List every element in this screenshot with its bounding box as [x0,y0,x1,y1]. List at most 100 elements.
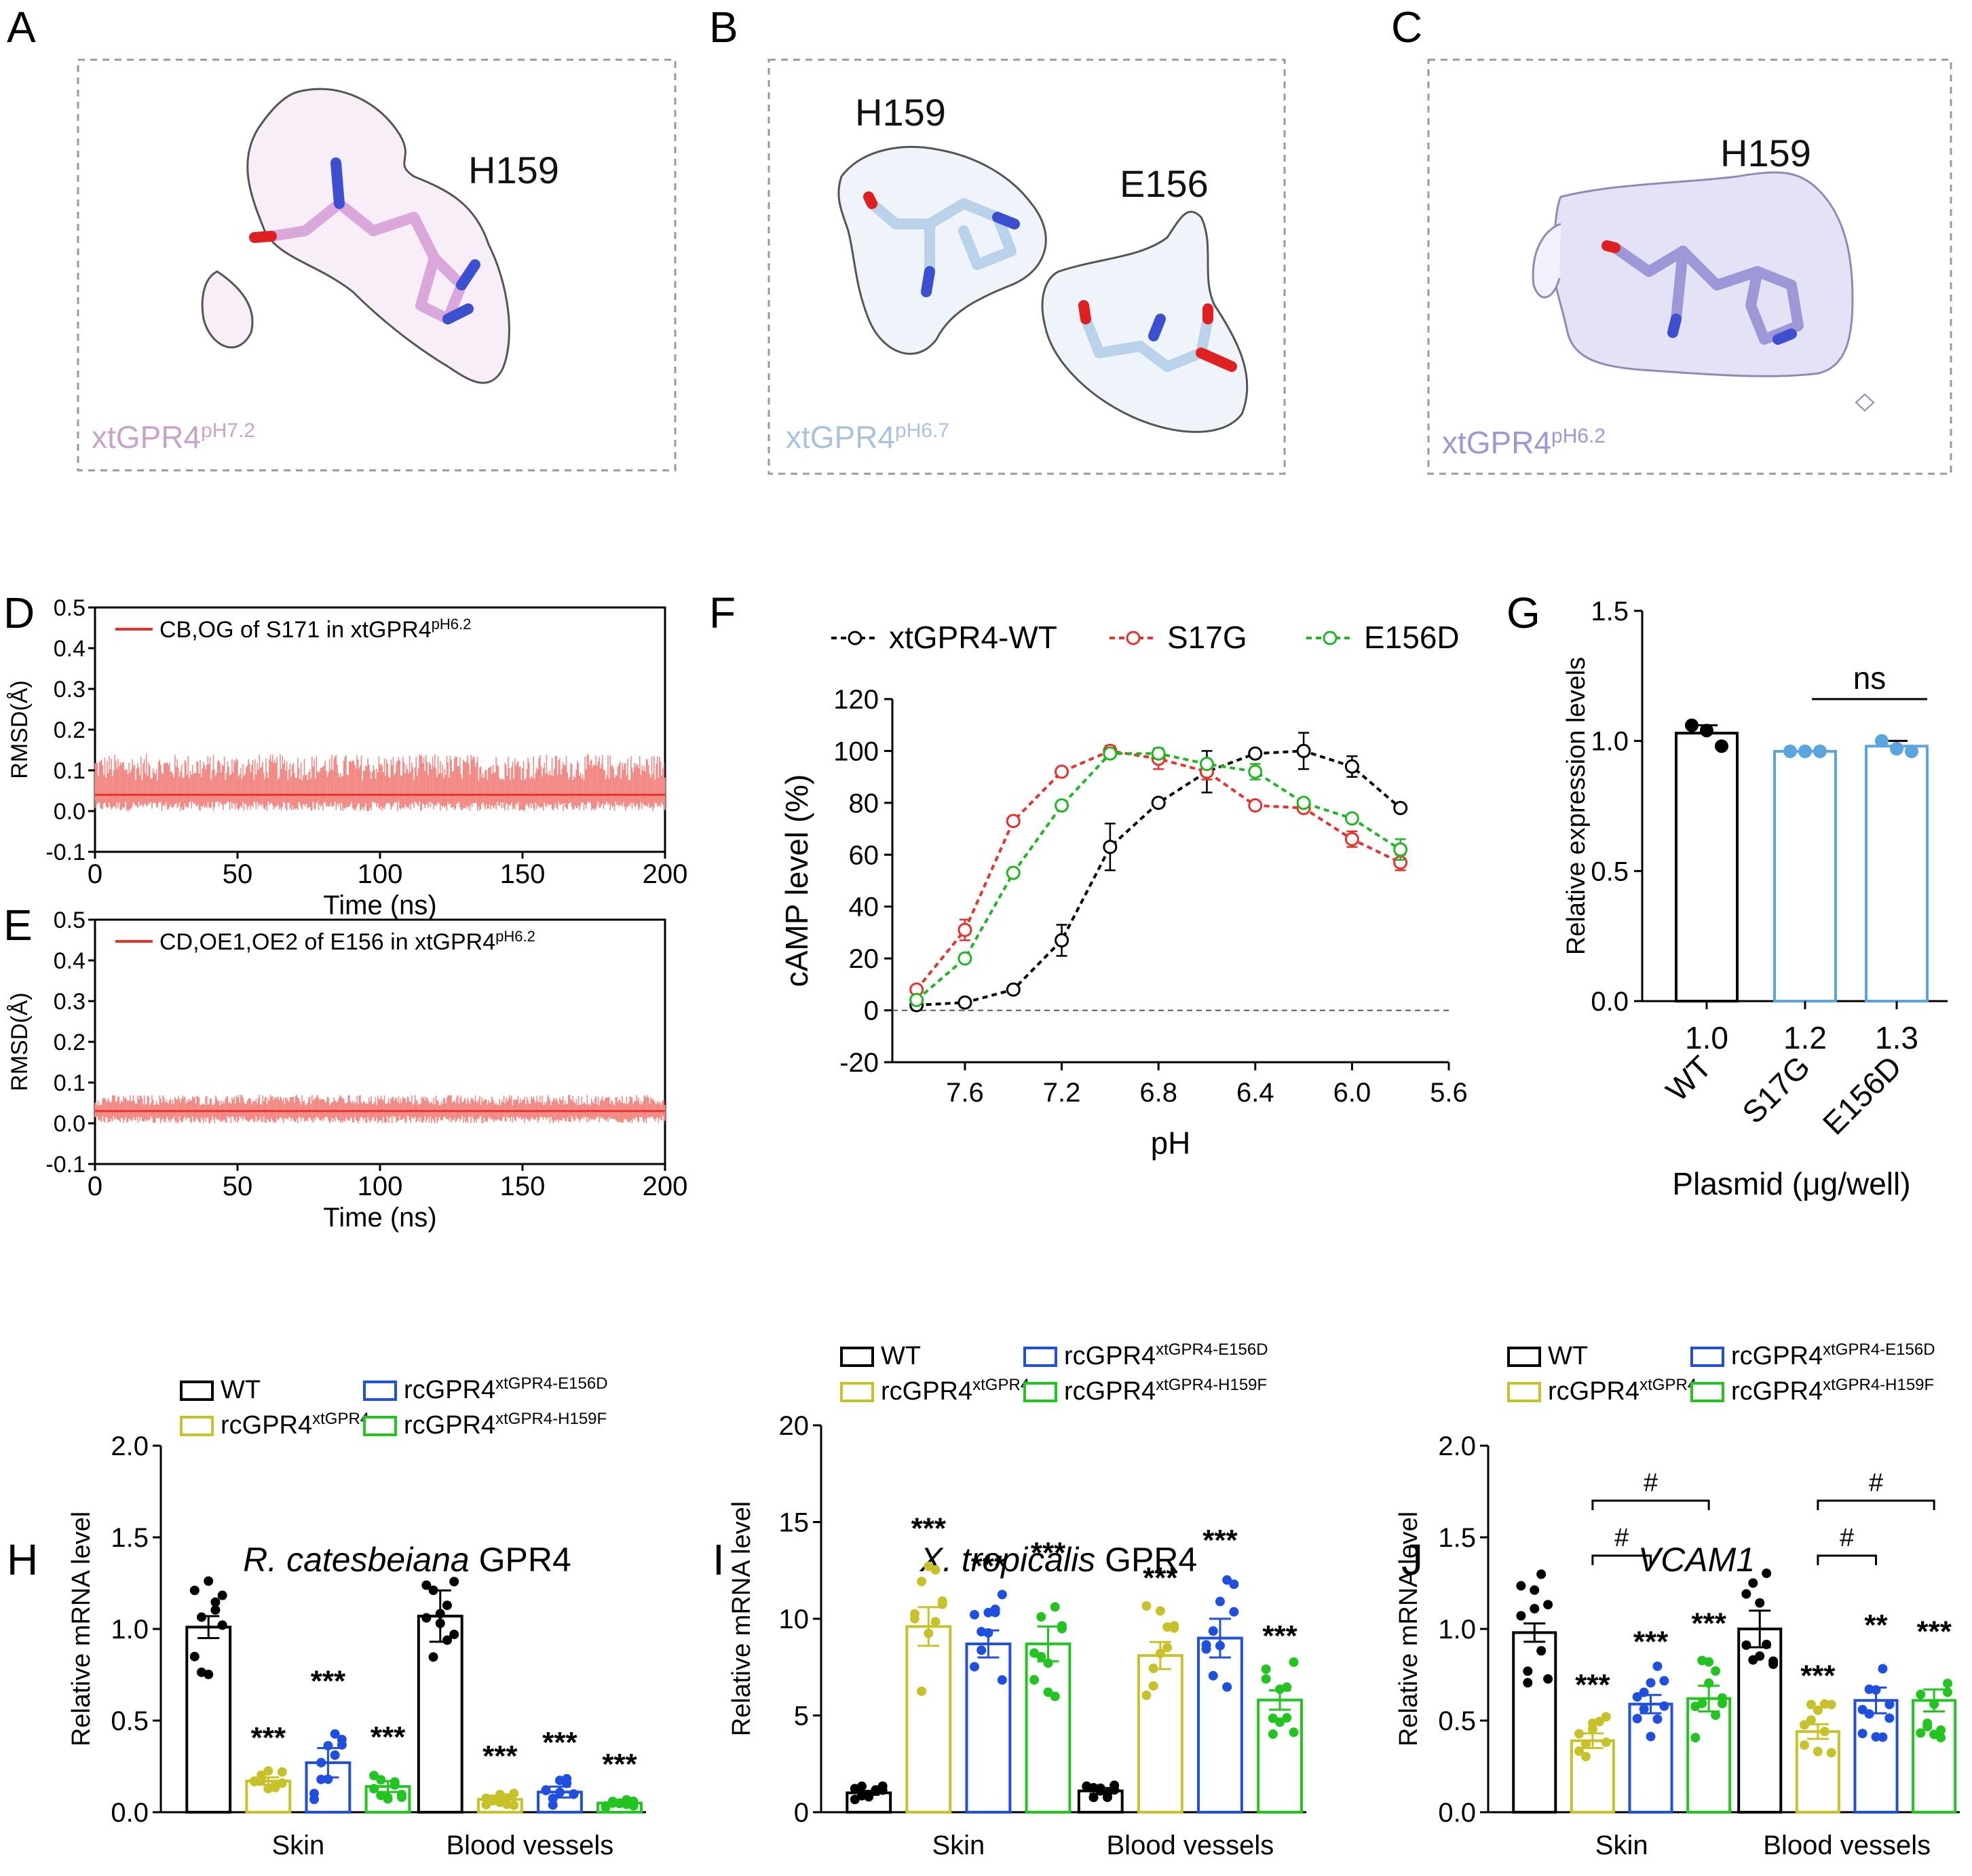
data-point [909,992,924,1007]
y-tick-label: 0.2 [54,717,86,743]
data-point [376,1775,386,1785]
data-point [1580,1751,1591,1761]
data-point [1148,1664,1158,1674]
data-point [1798,745,1812,758]
data-point [1169,1623,1179,1633]
comparison-bracket [1591,1554,1652,1565]
data-point [1762,1639,1772,1649]
data-point [217,1590,227,1600]
data-point [1929,1699,1939,1709]
data-point [1248,798,1263,813]
significance-label: ** [1864,1609,1888,1642]
y-tick-label: 0 [794,1798,809,1828]
data-point [1055,933,1069,948]
data-point [569,1789,579,1799]
significance-label: *** [1031,1536,1066,1569]
x-tick-label: 100 [358,1171,403,1201]
data-point [197,1612,207,1622]
data-point [1050,1602,1060,1612]
chart-h-rc-gpr4: H R. catesbeiana GPR4 0.0 0.5 1.0 1.5 2.0 Relat… [7,1374,646,1860]
data-point [442,1600,452,1611]
data-point [1700,724,1713,738]
panel-letter-a: A [7,3,36,52]
legend-marker [1126,631,1141,645]
data-point [449,1577,459,1587]
diamond-marker [1855,393,1875,412]
panel-a-frame [77,58,677,472]
data-point [562,1778,572,1788]
category-label: WT [1659,1049,1718,1108]
data-point [1819,1727,1829,1737]
legend-swatch [840,1382,874,1402]
error-bar [917,1606,940,1647]
data-point [1296,795,1311,810]
data-point [1536,1569,1547,1579]
significance-label: *** [1800,1659,1836,1692]
data-point [383,1793,393,1803]
data-point [1282,1682,1292,1692]
y-tick-label: 0.0 [1438,1798,1476,1828]
data-point [1748,1578,1758,1588]
data-point [1826,1748,1836,1758]
y-tick-label: 1.5 [1591,597,1629,626]
data-point [1530,1604,1540,1614]
legend-label: rcGPR4xtGPR4-H159F [1731,1376,1934,1406]
data-point [1261,1664,1271,1674]
category-label: S17G [1735,1049,1817,1130]
data-point [1289,1727,1299,1738]
x-tick-label: 150 [500,859,546,889]
data-point [917,1577,927,1587]
data-point [1601,1738,1611,1748]
x-tick-label: 0 [88,1171,102,1201]
y-axis-label: RMSD(Å) [7,992,33,1091]
legend-label: rcGPR4xtGPR4 [1548,1376,1696,1406]
data-point [1151,795,1166,810]
x-tick-label: 200 [643,859,688,889]
data-point [1659,1676,1669,1686]
structure-label-b: xtGPR4pH6.7 [786,419,949,455]
data-point [857,1781,867,1791]
data-point [1741,1640,1751,1650]
x-tick-label: 7.6 [946,1078,984,1108]
data-point [1659,1701,1669,1711]
y-tick-label: 40 [849,893,879,922]
data-point [1268,1713,1278,1723]
legend-label: rcGPR4xtGPR4 [221,1410,369,1440]
data-point [488,1795,498,1805]
significance-label: *** [542,1726,577,1759]
significance-label: *** [911,1512,947,1545]
plot-frame [94,606,666,853]
data-point [1813,1705,1823,1715]
data-point [1690,1733,1701,1743]
data-point [1875,734,1889,748]
data-point [1006,982,1021,997]
data-point [1755,1598,1765,1608]
y-tick-label: 15 [779,1508,810,1538]
residue-label-c: H159 [1720,132,1811,174]
data-point [428,1586,438,1596]
data-point [1516,1611,1526,1621]
panel-letter-j: J [1401,1535,1423,1584]
panel-letter-i: I [713,1535,725,1584]
data-point [442,1635,452,1645]
chart-j-vcam1: J VCAM1 0.0 0.5 1.0 1.5 2.0 Relative mRNA level… [1395,1340,1960,1860]
data-point [628,1797,639,1807]
data-point [1055,798,1069,813]
x-axis-label: Time (ns) [323,1203,436,1233]
bar [1512,1631,1557,1814]
data-point [1155,1649,1165,1659]
chart-title: X. tropicalis GPR4 [919,1541,1198,1579]
x-tick-label: 7.2 [1043,1078,1081,1108]
data-point [337,1740,347,1750]
bar [1686,1697,1732,1814]
density-map-a [201,88,510,384]
dose-label: 1.2 [1783,1020,1827,1055]
data-point [1215,1640,1225,1651]
data-point [316,1757,326,1767]
significance-label: *** [311,1665,346,1698]
category-label: E156D [1816,1049,1908,1141]
data-point [1036,1651,1046,1662]
data-point [1813,1746,1823,1757]
data-point [421,1580,432,1590]
